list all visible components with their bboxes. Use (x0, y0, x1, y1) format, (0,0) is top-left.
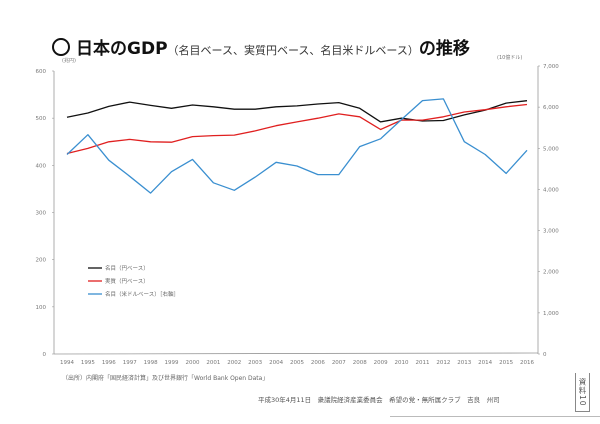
left-axis-tick-label: 0 (43, 352, 47, 358)
x-axis-tick-label: 2003 (248, 360, 262, 366)
left-axis-unit-label: (兆円) (62, 57, 76, 64)
title-main: 日本のGDP (76, 39, 168, 59)
x-axis-tick-label: 2014 (478, 360, 492, 366)
x-axis-tick-label: 2008 (353, 360, 367, 366)
x-axis-tick-label: 2010 (395, 360, 409, 366)
left-axis-tick-label: 100 (36, 305, 47, 311)
x-axis-tick-label: 2006 (311, 360, 325, 366)
x-axis-tick-label: 2009 (374, 360, 388, 366)
x-axis-tick-label: 1998 (144, 360, 158, 366)
right-axis-tick-label: 4,000 (543, 187, 559, 193)
x-axis-tick-label: 1999 (165, 360, 179, 366)
x-axis-tick-label: 2015 (499, 360, 513, 366)
chart-title: 日本のGDP（名目ベース、実質円ベース、名目米ドルベース）の推移 (52, 34, 470, 59)
title-subtitle: （名目ベース、実質円ベース、名目米ドルベース） (167, 44, 419, 57)
x-axis-tick-label: 2007 (332, 360, 346, 366)
series-line-1 (66, 100, 528, 123)
x-axis-tick-label: 2000 (185, 360, 199, 366)
x-axis-tick-label: 2016 (520, 360, 534, 366)
right-axis-tick-label: 2,000 (543, 270, 559, 276)
title-suffix: の推移 (418, 39, 470, 59)
x-axis-tick-label: 1996 (102, 360, 116, 366)
x-axis-tick-label: 2011 (415, 360, 429, 366)
footer-note: 平成30年4月11日 衆議院経済産業委員会 希望の党・無所属クラブ 吉良 州司 (258, 396, 500, 404)
legend-label: 実質（円ベース） (105, 277, 149, 285)
left-axis-tick-label: 200 (36, 258, 47, 264)
divider (390, 416, 600, 417)
right-axis-tick-label: 3,000 (543, 229, 559, 235)
x-axis-tick-label: 2012 (436, 360, 450, 366)
x-axis-tick-label: 2013 (457, 360, 471, 366)
series-line-3 (66, 98, 528, 194)
x-axis-tick-label: 2004 (269, 360, 283, 366)
x-axis (53, 352, 539, 355)
right-axis-tick-label: 5,000 (543, 146, 559, 152)
legend-label: 名目（米ドルベース）［右軸］ (105, 290, 179, 298)
x-axis-tick-label: 2001 (206, 360, 220, 366)
left-axis-tick-label: 500 (36, 116, 47, 122)
document-number-stamp: 資料10 (575, 373, 590, 412)
right-axis-tick-label: 0 (543, 352, 547, 358)
left-axis-tick-label: 300 (36, 211, 47, 217)
source-note: （出所）内閣府「国民経済計算」及び世界銀行「World Bank Open Da… (62, 375, 269, 382)
left-axis-tick-label: 600 (36, 69, 47, 75)
right-axis-tick-label: 7,000 (543, 64, 559, 70)
right-axis-tick-label: 6,000 (543, 105, 559, 111)
right-axis-tick-label: 1,000 (543, 311, 559, 317)
x-axis-tick-label: 1997 (123, 360, 137, 366)
series-line-2 (66, 103, 528, 155)
x-axis-tick-label: 2005 (290, 360, 304, 366)
circle-bullet-icon (52, 38, 70, 56)
left-axis-tick-label: 400 (36, 163, 47, 169)
x-axis-tick-label: 1995 (81, 360, 95, 366)
x-axis-tick-label: 1994 (60, 360, 74, 366)
x-axis-tick-label: 2002 (227, 360, 241, 366)
right-axis-unit-label: (10億ドル) (497, 54, 522, 61)
legend-label: 名目（円ベース） (105, 264, 149, 272)
